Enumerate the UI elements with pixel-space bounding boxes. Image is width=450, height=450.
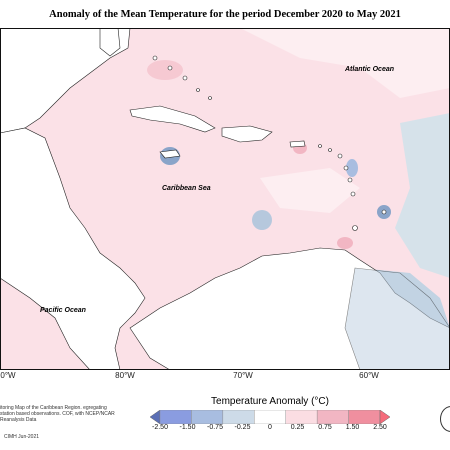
caribbean-sea-label: Caribbean Sea (162, 185, 211, 192)
pacific-ocean-label: Pacific Ocean (40, 307, 86, 314)
land-jamaica (159, 149, 181, 159)
color-bar-label: -2.50 (152, 424, 168, 431)
land-guiana-shield (344, 267, 450, 370)
lesser-antilles (318, 144, 387, 231)
neutral-area-atlantic (240, 28, 450, 98)
copyright: CIMH Jun-2021 (4, 434, 40, 440)
x-tick-2: 70°W (233, 371, 253, 380)
land-cuba (129, 105, 216, 133)
color-bar-max-arrow (379, 410, 390, 424)
warm-spot-north (147, 60, 183, 80)
land-puerto-rico (289, 140, 306, 148)
neutral-area-south (260, 168, 360, 213)
color-bar-label: -0.75 (207, 424, 223, 431)
color-bar-segment (191, 410, 224, 424)
land-hispaniola (221, 125, 273, 143)
data-credit: itoring Map of the Caribbean Region. egr… (0, 405, 115, 423)
color-bar-label: 2.50 (373, 424, 387, 431)
color-bar-label: -0.25 (234, 424, 251, 431)
x-tick-3: 60°W (359, 371, 379, 380)
color-bar-label: 0 (268, 424, 272, 431)
color-bar-segment (285, 410, 318, 424)
color-bar-segment (316, 410, 349, 424)
map-title: Anomaly of the Mean Temperature for the … (49, 9, 401, 20)
warm-spot-venezuela (337, 237, 353, 249)
color-bar-segment (254, 410, 286, 424)
color-bar-label: 0.75 (318, 424, 332, 431)
color-bar (150, 410, 390, 424)
cool-patch-east (395, 113, 450, 278)
x-tick-1: 80°W (115, 371, 135, 380)
color-bar-label: 0.25 (290, 424, 305, 431)
land-central-america (0, 127, 146, 370)
color-bar-label: -1.50 (179, 424, 196, 431)
color-bar-label: 1.50 (345, 424, 360, 431)
land-florida (99, 28, 121, 57)
color-bar-min-arrow (150, 410, 161, 424)
bahamas (152, 55, 212, 100)
color-bar-segment (222, 410, 255, 424)
cimh-logo (440, 406, 450, 432)
color-bar-segment (348, 410, 381, 424)
x-tick-0: 0°W (0, 371, 16, 380)
atlantic-ocean-label: Atlantic Ocean (344, 66, 394, 73)
anomaly-map: Atlantic Ocean Caribbean Sea Pacific Oce… (0, 28, 450, 370)
color-bar-segment (159, 410, 192, 424)
cold-spot-guadeloupe (346, 159, 358, 177)
cold-spot-trinidad (252, 210, 272, 230)
legend-title: Temperature Anomaly (°C) (211, 396, 329, 407)
